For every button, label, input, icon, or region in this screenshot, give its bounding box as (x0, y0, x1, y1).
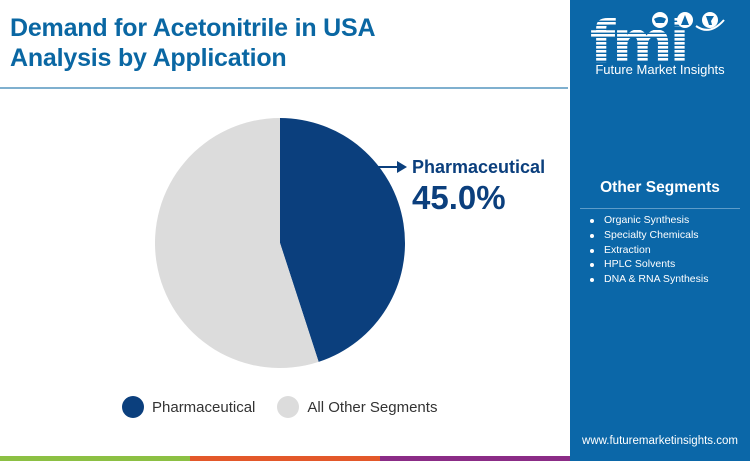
title-divider (0, 87, 568, 89)
legend-item-pharmaceutical: Pharmaceutical (122, 396, 255, 418)
page-title: Demand for Acetonitrile in USA Analysis … (10, 13, 565, 73)
pie-slice-other-segments (155, 118, 319, 368)
legend-swatch-icon (277, 396, 300, 418)
website-link[interactable]: www.futuremarketinsights.com (582, 435, 738, 447)
bottom-color-bar (0, 456, 570, 461)
segment-item: Organic Synthesis (588, 213, 708, 228)
callout-value: 45.0% (412, 179, 506, 216)
legend-swatch-icon (122, 396, 144, 418)
other-segments-list: Organic Synthesis Specialty Chemicals Ex… (588, 213, 708, 287)
logo-subtitle: Future Market Insights (595, 62, 725, 77)
segment-item: Extraction (588, 243, 708, 258)
legend-label: All Other Segments (307, 398, 438, 416)
bar-segment-purple (380, 456, 570, 461)
side-panel: fmi Future Market Insights Other Segment… (570, 0, 750, 461)
segment-item: HPLC Solvents (588, 257, 708, 272)
svg-text:fmi: fmi (590, 8, 687, 76)
title-line-2: Analysis by Application (10, 44, 287, 72)
pie-chart (150, 113, 410, 373)
callout-arrow-icon (375, 161, 407, 173)
title-line-1: Demand for Acetonitrile in USA (10, 14, 376, 42)
pie-slice-pharmaceutical (280, 118, 405, 362)
legend-item-other-segments: All Other Segments (277, 396, 437, 418)
segments-divider (580, 208, 740, 209)
segment-item: Specialty Chemicals (588, 228, 708, 243)
fmi-logo-icon: fmi (590, 8, 725, 76)
bar-segment-green (0, 456, 190, 461)
segment-item: DNA & RNA Synthesis (588, 272, 708, 287)
chart-legend: Pharmaceutical All Other Segments (122, 395, 459, 419)
bar-segment-orange (190, 456, 380, 461)
other-segments-title: Other Segments (600, 179, 720, 196)
legend-label: Pharmaceutical (152, 398, 256, 416)
callout-label: Pharmaceutical (412, 157, 546, 177)
